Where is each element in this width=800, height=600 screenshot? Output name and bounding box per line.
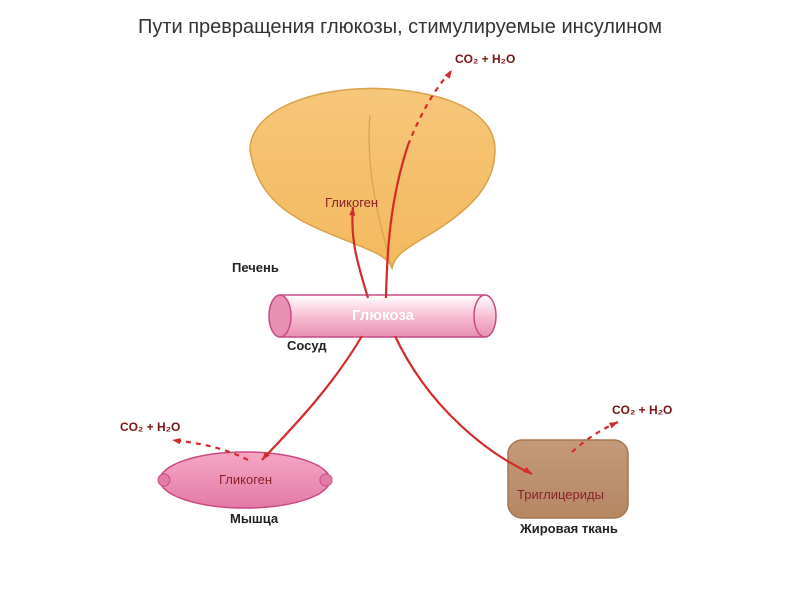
chem-label-adipose: CO₂ + H₂O (612, 403, 672, 417)
adipose-shape (508, 440, 628, 518)
chem-label-muscle: CO₂ + H₂O (120, 420, 180, 434)
glucose-label: Глюкоза (352, 307, 414, 324)
adipose-label: Жировая ткань (520, 521, 618, 536)
chem-label-liver: CO₂ + H₂O (455, 52, 515, 66)
diagram-svg (0, 0, 800, 600)
vessel-label: Сосуд (287, 338, 327, 353)
liver-glycogen-label: Гликоген (325, 195, 378, 210)
liver-label: Печень (232, 260, 279, 275)
muscle-glycogen-label: Гликоген (219, 472, 272, 487)
triglycerides-label: Триглицериды (517, 487, 604, 502)
liver-shape (250, 88, 495, 268)
muscle-label: Мышца (230, 511, 278, 526)
diagram-stage: Пути превращения глюкозы, стимулируемые … (0, 0, 800, 600)
